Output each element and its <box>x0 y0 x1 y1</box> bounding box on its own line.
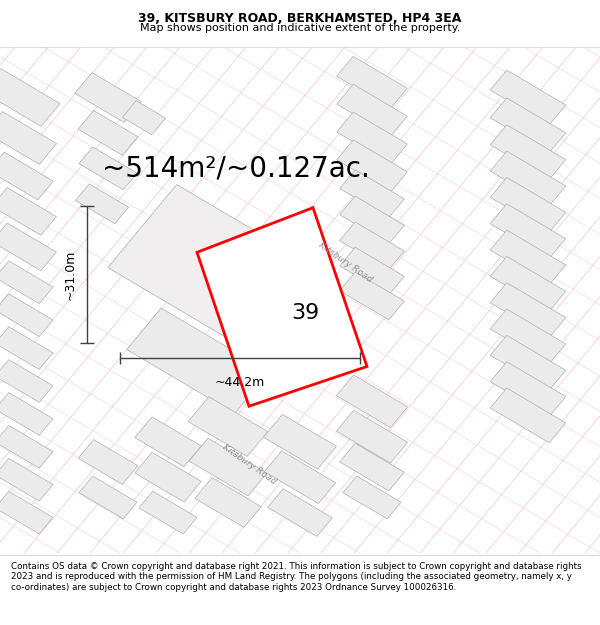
Polygon shape <box>0 294 53 336</box>
Polygon shape <box>340 196 404 244</box>
Polygon shape <box>337 140 407 192</box>
Polygon shape <box>0 188 56 235</box>
Polygon shape <box>79 147 137 190</box>
Polygon shape <box>79 476 137 519</box>
Polygon shape <box>265 451 335 504</box>
Polygon shape <box>340 170 404 217</box>
Polygon shape <box>122 101 166 135</box>
Polygon shape <box>0 69 60 126</box>
Polygon shape <box>490 151 566 206</box>
Polygon shape <box>343 476 401 519</box>
Polygon shape <box>195 478 261 528</box>
Text: Contains OS data © Crown copyright and database right 2021. This information is : Contains OS data © Crown copyright and d… <box>11 562 581 591</box>
Polygon shape <box>0 426 53 468</box>
Polygon shape <box>340 272 404 320</box>
Text: ~44.2m: ~44.2m <box>215 376 265 389</box>
Polygon shape <box>490 70 566 125</box>
Text: Map shows position and indicative extent of the property.: Map shows position and indicative extent… <box>140 22 460 32</box>
Polygon shape <box>75 72 141 122</box>
Polygon shape <box>197 208 367 406</box>
Polygon shape <box>490 388 566 442</box>
Polygon shape <box>135 417 201 467</box>
Polygon shape <box>189 438 267 496</box>
Polygon shape <box>337 84 407 136</box>
Polygon shape <box>490 336 566 390</box>
Text: Kitsbury Road: Kitsbury Road <box>221 442 277 486</box>
Polygon shape <box>0 261 53 304</box>
Text: 39: 39 <box>292 303 320 323</box>
Polygon shape <box>78 111 138 156</box>
Polygon shape <box>490 177 566 232</box>
Polygon shape <box>340 443 404 491</box>
Polygon shape <box>490 98 566 152</box>
Polygon shape <box>337 112 407 164</box>
Polygon shape <box>76 184 128 224</box>
Polygon shape <box>188 397 268 456</box>
Polygon shape <box>139 491 197 534</box>
Polygon shape <box>127 308 269 413</box>
Text: ~31.0m: ~31.0m <box>63 249 76 300</box>
Polygon shape <box>340 222 404 269</box>
Polygon shape <box>0 491 53 534</box>
Polygon shape <box>0 392 53 435</box>
Polygon shape <box>78 439 138 484</box>
Polygon shape <box>268 489 332 536</box>
Polygon shape <box>337 56 407 108</box>
Polygon shape <box>337 411 407 463</box>
Polygon shape <box>135 452 201 502</box>
Polygon shape <box>263 414 337 469</box>
Polygon shape <box>337 375 407 428</box>
Polygon shape <box>490 362 566 416</box>
Polygon shape <box>340 248 404 295</box>
Polygon shape <box>108 184 324 354</box>
Text: ~514m²/~0.127ac.: ~514m²/~0.127ac. <box>102 154 370 182</box>
Polygon shape <box>490 309 566 364</box>
Polygon shape <box>490 204 566 259</box>
Polygon shape <box>490 282 566 338</box>
Polygon shape <box>0 223 56 271</box>
Polygon shape <box>0 112 56 164</box>
Polygon shape <box>0 327 53 369</box>
Polygon shape <box>0 458 53 501</box>
Polygon shape <box>0 359 53 403</box>
Text: 39, KITSBURY ROAD, BERKHAMSTED, HP4 3EA: 39, KITSBURY ROAD, BERKHAMSTED, HP4 3EA <box>139 12 461 25</box>
Polygon shape <box>490 230 566 285</box>
Polygon shape <box>490 256 566 311</box>
Polygon shape <box>0 152 53 200</box>
Polygon shape <box>490 125 566 179</box>
Text: Kitsbury Road: Kitsbury Road <box>317 240 373 284</box>
